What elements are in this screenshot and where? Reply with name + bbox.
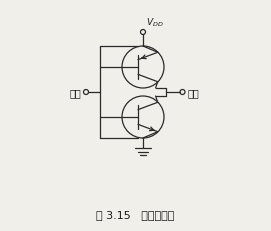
Text: $V_{DD}$: $V_{DD}$	[146, 16, 164, 29]
Text: 图 3.15   互补型电路: 图 3.15 互补型电路	[96, 209, 174, 219]
Text: 输出: 输出	[188, 88, 200, 97]
Text: 输入: 输入	[69, 88, 81, 97]
